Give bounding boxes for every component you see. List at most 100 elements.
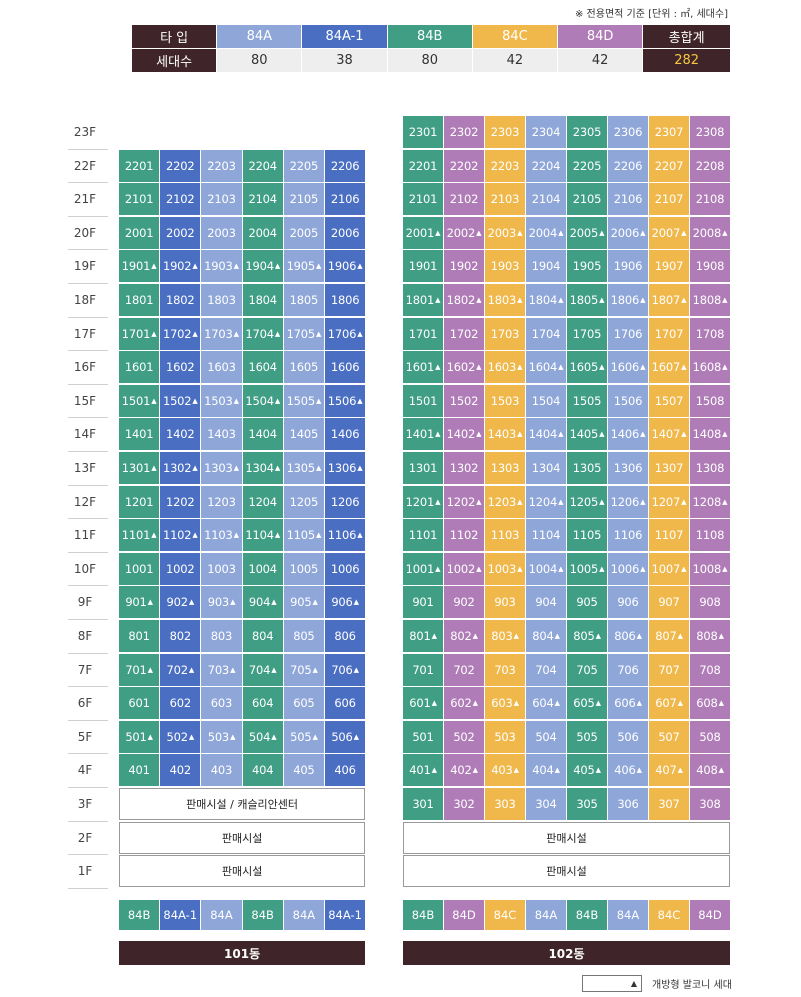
unit-number: 704 [535, 662, 557, 677]
unit-number: 1201 [405, 494, 435, 509]
unit-number: 801 [409, 629, 431, 643]
column-type-label: 84C [649, 900, 689, 930]
triangle-icon: ▲ [192, 396, 198, 405]
triangle-icon: ▲ [188, 732, 195, 741]
unit-number: 1001 [124, 561, 154, 576]
unit-number: 508 [699, 729, 721, 744]
unit-cell: 405 [283, 754, 324, 787]
unit-number: 305 [576, 797, 598, 811]
triangle-icon: ▲ [353, 598, 359, 607]
unit-cell: 2102 [444, 183, 484, 216]
unit-cell: 1106 [608, 519, 648, 552]
unit-number: 1408 [692, 427, 722, 442]
unit-cell: 1301 [403, 452, 443, 484]
unit-number: 1003 [487, 561, 517, 576]
unit-cell: 1404 ▲ [526, 418, 566, 451]
unit-cell: 2204 [242, 149, 283, 182]
unit-cell: 505 [567, 720, 607, 753]
unit-cell: 1403 [201, 418, 242, 451]
unit-cell: 1303 [485, 452, 525, 484]
floor-divider [68, 182, 108, 184]
unit-number: 1801 [124, 293, 154, 307]
triangle-icon: ▲ [677, 632, 683, 640]
unit-number: 503 [494, 729, 516, 744]
triangle-icon: ▲ [472, 699, 478, 708]
unit-cell: 1401 ▲ [403, 418, 443, 451]
triangle-icon: ▲ [316, 464, 322, 472]
unit-number: 1405 [569, 427, 599, 442]
unit-cell: 1008 ▲ [690, 552, 730, 585]
unit-number: 2103 [207, 192, 236, 207]
unit-number: 501 [125, 729, 147, 744]
count-header-label: 세대수 [132, 49, 217, 72]
unit-cell: 1906 ▲ [325, 250, 366, 283]
unit-number: 2206 [330, 158, 360, 173]
unit-number: 2204 [531, 158, 561, 173]
unit-cell: 1904 ▲ [242, 250, 283, 283]
unit-cell: 2001 [119, 216, 160, 249]
triangle-icon: ▲ [640, 564, 646, 573]
unit-number: 1502 [162, 393, 192, 408]
total-count-cell: 282 [643, 49, 730, 72]
unit-cell: 507 [649, 720, 689, 753]
unit-cell: 1102 ▲ [160, 519, 201, 552]
unit-number: 1603 [207, 360, 236, 375]
unit-number: 802 [169, 629, 192, 643]
unit-number: 402 [450, 763, 472, 778]
unit-cell: 701 ▲ [119, 653, 160, 686]
unit-cell: 1704 ▲ [242, 317, 283, 350]
triangle-icon: ▲ [316, 396, 322, 405]
unit-number: 805 [293, 629, 315, 643]
unit-cell: 1604 ▲ [526, 351, 566, 384]
unit-number: 2307 [654, 125, 684, 139]
floor-label: 18F [73, 293, 97, 307]
triangle-icon: ▲ [599, 296, 605, 304]
unit-cell: 1706 ▲ [325, 317, 366, 350]
triangle-icon: ▲ [188, 598, 195, 607]
unit-number: 1302 [449, 461, 479, 475]
unit-cell: 801 [119, 620, 160, 652]
unit-cell: 1101 ▲ [119, 519, 160, 552]
unit-cell: 805 [283, 620, 324, 652]
unit-number: 306 [617, 797, 639, 811]
triangle-icon: ▲ [681, 564, 687, 573]
unit-number: 1102 [449, 528, 479, 543]
unit-cell: 1502 ▲ [160, 384, 201, 417]
unit-number: 1905 [572, 259, 602, 274]
unit-number: 1804 [248, 293, 277, 307]
unit-cell: 1201 [119, 485, 160, 518]
floor-divider [68, 350, 108, 352]
unit-cell: 1608 ▲ [690, 351, 730, 384]
unit-cell: 307 [649, 788, 689, 820]
unit-cell: 807 ▲ [649, 620, 689, 652]
unit-number: 1107 [654, 528, 684, 543]
unit-cell: 1708 [690, 317, 730, 350]
unit-number: 606 [614, 696, 636, 711]
unit-number: 905 [576, 595, 598, 610]
unit-cell: 1201 ▲ [403, 485, 443, 518]
unit-cell: 603 [201, 687, 242, 720]
unit-number: 701 [412, 662, 434, 677]
type-summary-table: 타 입 84A 84A-1 84B 84C 84D 총합계 세대수 80 38 80 42 42 282 [132, 25, 730, 73]
unit-cell: 1702 [444, 317, 484, 350]
unit-cell: 1406 ▲ [608, 418, 648, 451]
unit-number: 1503 [204, 393, 233, 408]
unit-cell: 1504 ▲ [242, 384, 283, 417]
unit-cell: 1906 [608, 250, 648, 283]
unit-cell: 1306 ▲ [325, 452, 366, 484]
unit-number: 2201 [408, 158, 438, 173]
floor-divider [68, 215, 108, 217]
triangle-icon: ▲ [636, 632, 642, 640]
unit-cell: 303 [485, 788, 525, 820]
unit-cell: 903 [485, 586, 525, 619]
unit-cell: 1605 [283, 351, 324, 384]
unit-cell: 1508 [690, 384, 730, 417]
unit-cell: 1702 ▲ [160, 317, 201, 350]
unit-number: 505 [290, 729, 312, 744]
unit-cell: 703 ▲ [201, 653, 242, 686]
triangle-icon: ▲ [435, 497, 441, 506]
column-type-label: 84B [567, 900, 607, 930]
unit-number: 802 [450, 629, 472, 643]
unit-cell: 1304 [526, 452, 566, 484]
triangle-icon: ▲ [353, 665, 359, 674]
